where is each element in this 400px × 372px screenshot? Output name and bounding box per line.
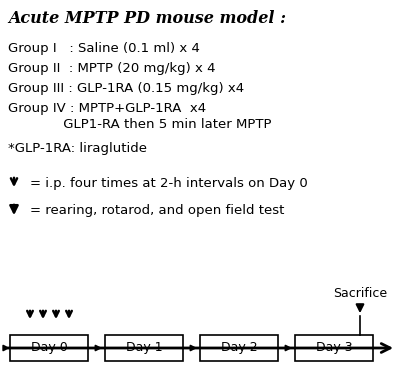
Text: Day 2: Day 2 (221, 341, 257, 355)
Text: Sacrifice: Sacrifice (333, 287, 387, 300)
Text: Day 1: Day 1 (126, 341, 162, 355)
Text: Day 3: Day 3 (316, 341, 352, 355)
Text: Group IV : MPTP+GLP-1RA  x4: Group IV : MPTP+GLP-1RA x4 (8, 102, 206, 115)
FancyBboxPatch shape (105, 335, 183, 361)
Text: *GLP-1RA: liraglutide: *GLP-1RA: liraglutide (8, 142, 147, 155)
Text: Acute MPTP PD mouse model :: Acute MPTP PD mouse model : (8, 10, 286, 27)
FancyBboxPatch shape (295, 335, 373, 361)
Text: Day 0: Day 0 (31, 341, 67, 355)
FancyBboxPatch shape (10, 335, 88, 361)
Text: = i.p. four times at 2-h intervals on Day 0: = i.p. four times at 2-h intervals on Da… (30, 177, 308, 190)
FancyBboxPatch shape (200, 335, 278, 361)
Text: GLP1-RA then 5 min later MPTP: GLP1-RA then 5 min later MPTP (8, 118, 272, 131)
Text: Group I   : Saline (0.1 ml) x 4: Group I : Saline (0.1 ml) x 4 (8, 42, 200, 55)
Text: = rearing, rotarod, and open field test: = rearing, rotarod, and open field test (30, 204, 284, 217)
Text: Group II  : MPTP (20 mg/kg) x 4: Group II : MPTP (20 mg/kg) x 4 (8, 62, 216, 75)
Text: Group III : GLP-1RA (0.15 mg/kg) x4: Group III : GLP-1RA (0.15 mg/kg) x4 (8, 82, 244, 95)
